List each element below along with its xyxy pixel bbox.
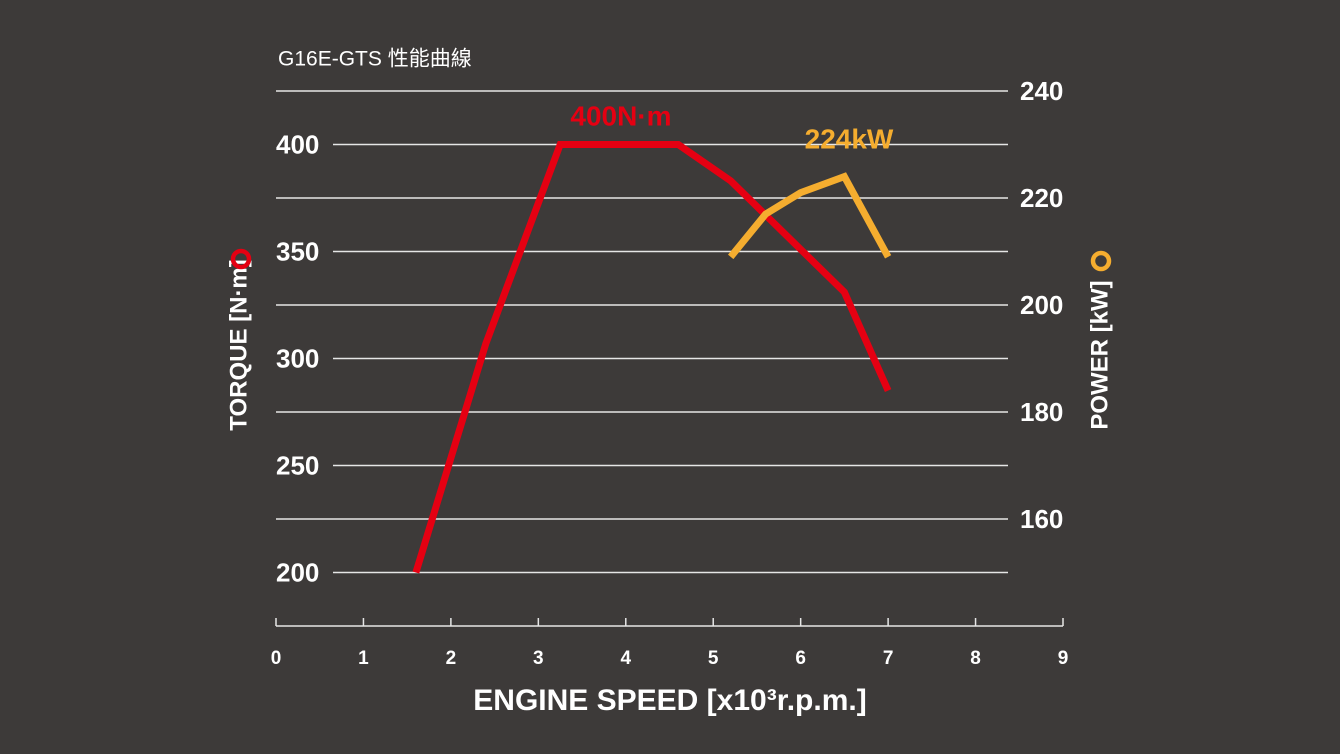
x-tick-label: 6 [795, 648, 806, 669]
y-axis-label: TORQUE [N·m] [225, 259, 252, 431]
y2-axis-label: POWER [kW] [1086, 280, 1113, 429]
annotation: 400N·m [570, 100, 671, 131]
series-line [728, 172, 892, 260]
x-tick-label: 5 [708, 648, 719, 669]
y-tick-label: 250 [276, 450, 319, 480]
y-tick-label: 350 [276, 236, 319, 266]
x-tick-label: 7 [883, 648, 894, 669]
x-tick-label: 1 [358, 648, 369, 669]
x-tick-label: 9 [1058, 648, 1069, 669]
x-tick-label: 3 [533, 648, 544, 669]
y2-axis-marker [1090, 250, 1112, 272]
series-line [412, 141, 892, 574]
y2-tick-label: 240 [1020, 76, 1063, 106]
x-tick-label: 2 [446, 648, 457, 669]
y2-tick-label: 180 [1020, 397, 1063, 427]
y-tick-label: 400 [276, 129, 319, 159]
y-tick-label: 300 [276, 343, 319, 373]
x-tick-label: 0 [271, 648, 282, 669]
chart-title: G16E-GTS 性能曲線 [278, 48, 472, 71]
x-tick-label: 8 [970, 648, 981, 669]
x-axis-label: ENGINE SPEED [x10³r.p.m.] [473, 684, 866, 717]
x-tick-label: 4 [620, 648, 631, 669]
y2-tick-label: 160 [1020, 504, 1063, 534]
y-tick-label: 200 [276, 557, 319, 587]
y2-tick-label: 200 [1020, 290, 1063, 320]
annotation: 224kW [805, 123, 894, 154]
y-axis-marker [230, 248, 252, 270]
y2-tick-label: 220 [1020, 183, 1063, 213]
